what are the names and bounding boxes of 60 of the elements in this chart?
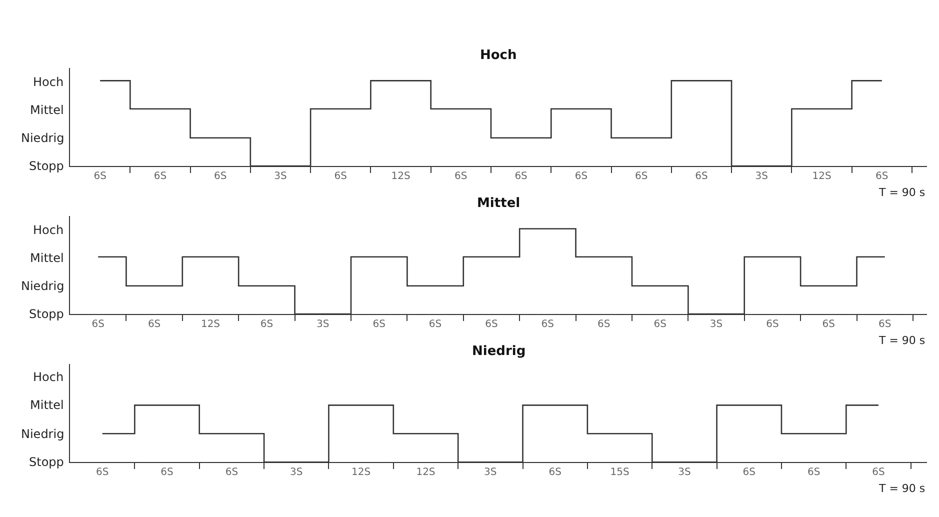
text: Stopp <box>29 159 64 173</box>
chart-title: Hoch <box>480 48 517 63</box>
x-tick-label: 6S <box>876 171 888 182</box>
x-tick-label: 6S <box>695 171 708 182</box>
text: Mittel <box>30 398 64 412</box>
x-tick-label: 6S <box>822 319 836 330</box>
text: Mittel <box>30 251 64 265</box>
x-tick-label: 6S <box>92 319 104 330</box>
x-tick-label: 6S <box>548 467 562 478</box>
x-tick-label: 12S <box>200 319 220 330</box>
x-tick-label: 6S <box>766 319 779 330</box>
chart-title: Niedrig <box>472 344 526 359</box>
x-tick-label: 3S <box>710 319 723 330</box>
x-tick-label: 6S <box>154 171 167 182</box>
x-tick-label: 3S <box>274 171 287 182</box>
x-tick-label: 6S <box>454 171 468 182</box>
x-tick-label: 6S <box>334 171 347 182</box>
text: Stopp <box>29 455 64 469</box>
x-tick-label: 6S <box>485 319 498 330</box>
text: T = 90 s <box>878 186 926 199</box>
text: Hoch <box>33 223 64 237</box>
x-tick-label: 3S <box>290 467 303 478</box>
x-tick-label: 3S <box>755 171 768 182</box>
x-tick-label: 6S <box>541 319 554 330</box>
x-tick-label: 6S <box>148 319 161 330</box>
x-tick-label: 15S <box>610 467 630 478</box>
text: T = 90 s <box>878 334 926 347</box>
x-tick-label: 3S <box>484 467 497 478</box>
x-tick-label: 3S <box>678 467 691 478</box>
x-tick-label: 6S <box>260 319 274 330</box>
x-tick-label: 6S <box>878 319 892 330</box>
text: Niedrig <box>21 131 64 145</box>
text: Niedrig <box>21 279 64 293</box>
x-tick-label: 6S <box>634 171 648 182</box>
x-tick-label: 12S <box>812 171 832 182</box>
x-tick-label: 3S <box>316 319 330 330</box>
text: Hoch <box>33 75 64 89</box>
x-tick-label: 6S <box>742 467 756 478</box>
x-tick-label: 12S <box>416 467 436 478</box>
x-tick-label: 6S <box>214 171 227 182</box>
x-tick-label: 6S <box>872 467 885 478</box>
text: T = 90 s <box>878 482 926 495</box>
x-tick-label: 12S <box>391 171 410 182</box>
text: Hoch <box>33 370 64 384</box>
x-tick-label: 6S <box>225 467 238 478</box>
x-tick-label: 6S <box>598 319 610 330</box>
x-tick-label: 6S <box>96 467 109 478</box>
x-tick-label: 6S <box>372 319 386 330</box>
x-tick-label: 12S <box>352 467 371 478</box>
x-tick-label: 6S <box>807 467 820 478</box>
chart-title: Mittel <box>477 196 520 211</box>
x-tick-label: 6S <box>574 171 588 182</box>
x-tick-label: 6S <box>94 171 106 182</box>
x-tick-label: 6S <box>160 467 174 478</box>
x-tick-label: 6S <box>428 319 442 330</box>
text: Mittel <box>30 103 64 117</box>
x-tick-label: 6S <box>514 171 528 182</box>
text: Stopp <box>29 307 64 321</box>
x-tick-label: 6S <box>654 319 666 330</box>
text: Niedrig <box>21 427 64 441</box>
